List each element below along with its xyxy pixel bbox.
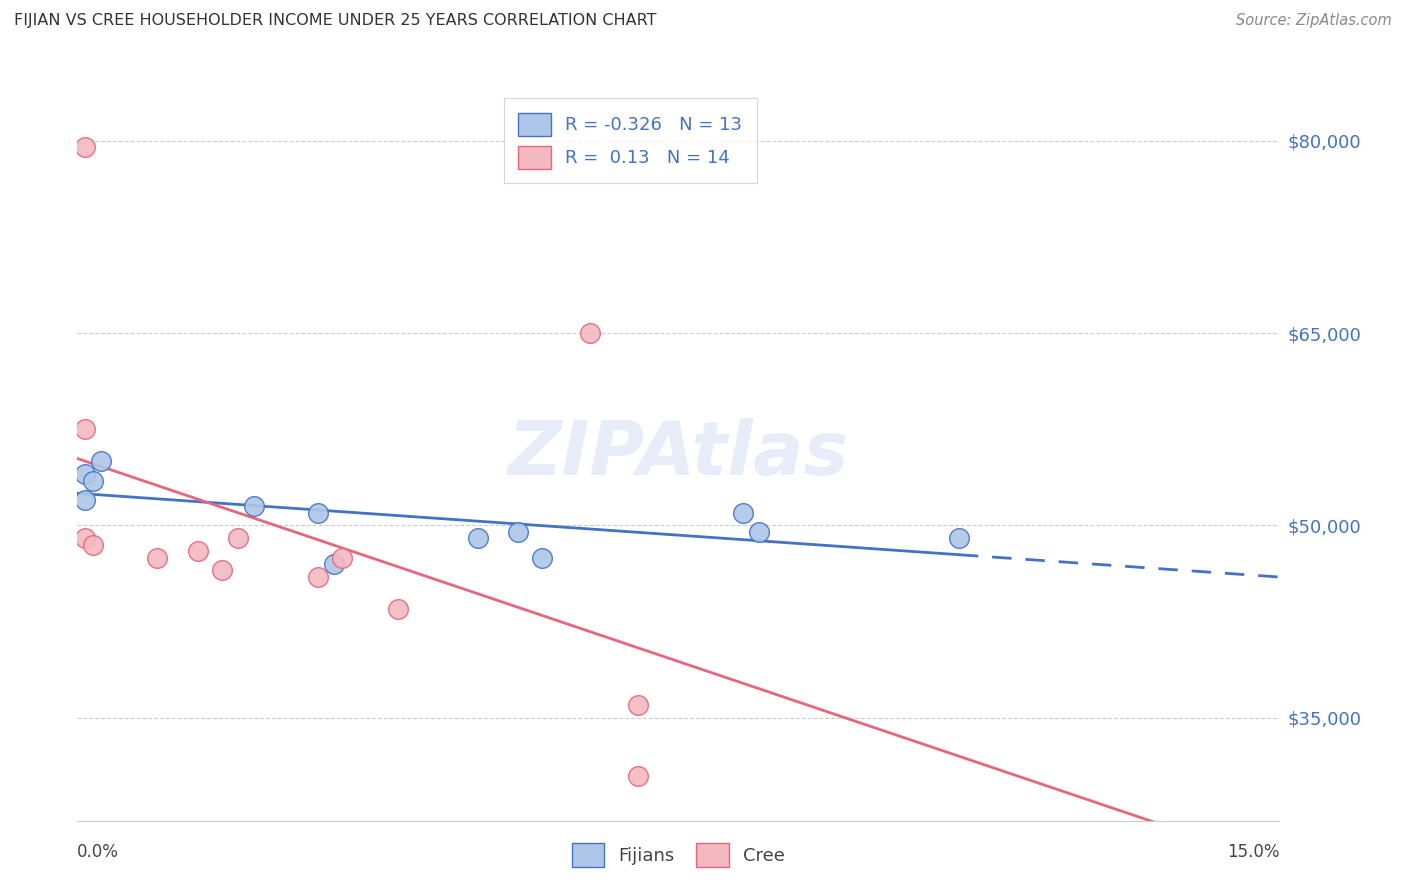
Text: ZIPAtlas: ZIPAtlas [508, 418, 849, 491]
Point [146, 550, 169, 565]
Point [508, 524, 530, 539]
Point [579, 326, 602, 340]
Point [467, 532, 489, 546]
Point [531, 550, 554, 565]
Point [330, 550, 353, 565]
Legend: Fijians, Cree: Fijians, Cree [564, 836, 793, 874]
Point [211, 563, 233, 577]
Point [307, 570, 329, 584]
Point [90, 454, 112, 468]
Point [948, 532, 970, 546]
Point [75, 140, 97, 154]
Point [242, 500, 264, 514]
Point [627, 698, 650, 713]
Point [75, 422, 97, 436]
Text: Source: ZipAtlas.com: Source: ZipAtlas.com [1236, 13, 1392, 29]
Point [226, 532, 249, 546]
Point [75, 532, 97, 546]
Text: 15.0%: 15.0% [1227, 843, 1279, 861]
Point [307, 506, 329, 520]
Point [387, 602, 409, 616]
Text: FIJIAN VS CREE HOUSEHOLDER INCOME UNDER 25 YEARS CORRELATION CHART: FIJIAN VS CREE HOUSEHOLDER INCOME UNDER … [14, 13, 657, 29]
Point [748, 524, 770, 539]
Point [627, 769, 650, 783]
Point [82, 538, 104, 552]
Point [75, 467, 97, 482]
Point [731, 506, 754, 520]
Point [82, 474, 104, 488]
Point [187, 544, 209, 558]
Text: 0.0%: 0.0% [77, 843, 120, 861]
Point [75, 492, 97, 507]
Point [322, 557, 344, 571]
